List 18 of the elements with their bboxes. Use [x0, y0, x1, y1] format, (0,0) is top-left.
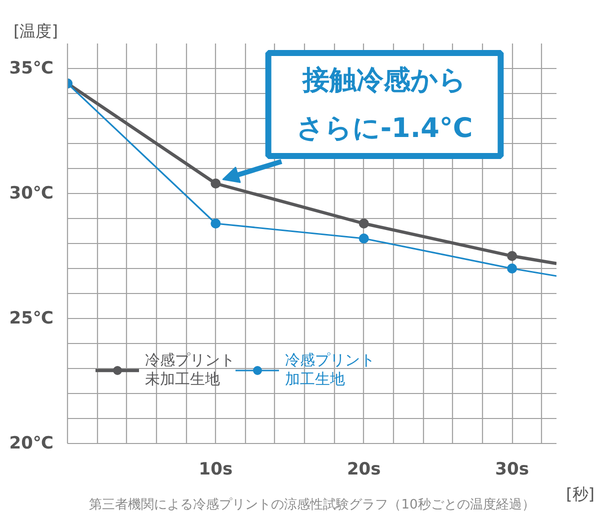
x-tick-label: 10s [198, 460, 233, 480]
x-axis-title: [秒] [566, 484, 594, 504]
text: 第三者機関による冷感プリントの涼感性試験グラフ（10秒ごとの温度経過） [89, 496, 535, 512]
point [358, 234, 369, 244]
y-tick-label: 25℃ [9, 308, 54, 328]
y-tick-label: 35℃ [9, 58, 54, 78]
x-tick-label: 30s [495, 460, 529, 480]
y-tick-label: 30℃ [9, 184, 54, 204]
legend-label: 冷感プリント加工生地 [285, 351, 375, 389]
point [210, 178, 221, 188]
annotation: 接触冷感からさらに-1.4°C [296, 64, 473, 144]
point [507, 264, 518, 274]
point [210, 218, 221, 228]
y-axis-title: [温度] [14, 22, 58, 40]
point [358, 218, 369, 228]
y-tick-label: 20℃ [9, 434, 54, 454]
x-tick-label: 20s [346, 460, 381, 480]
point [507, 251, 518, 261]
